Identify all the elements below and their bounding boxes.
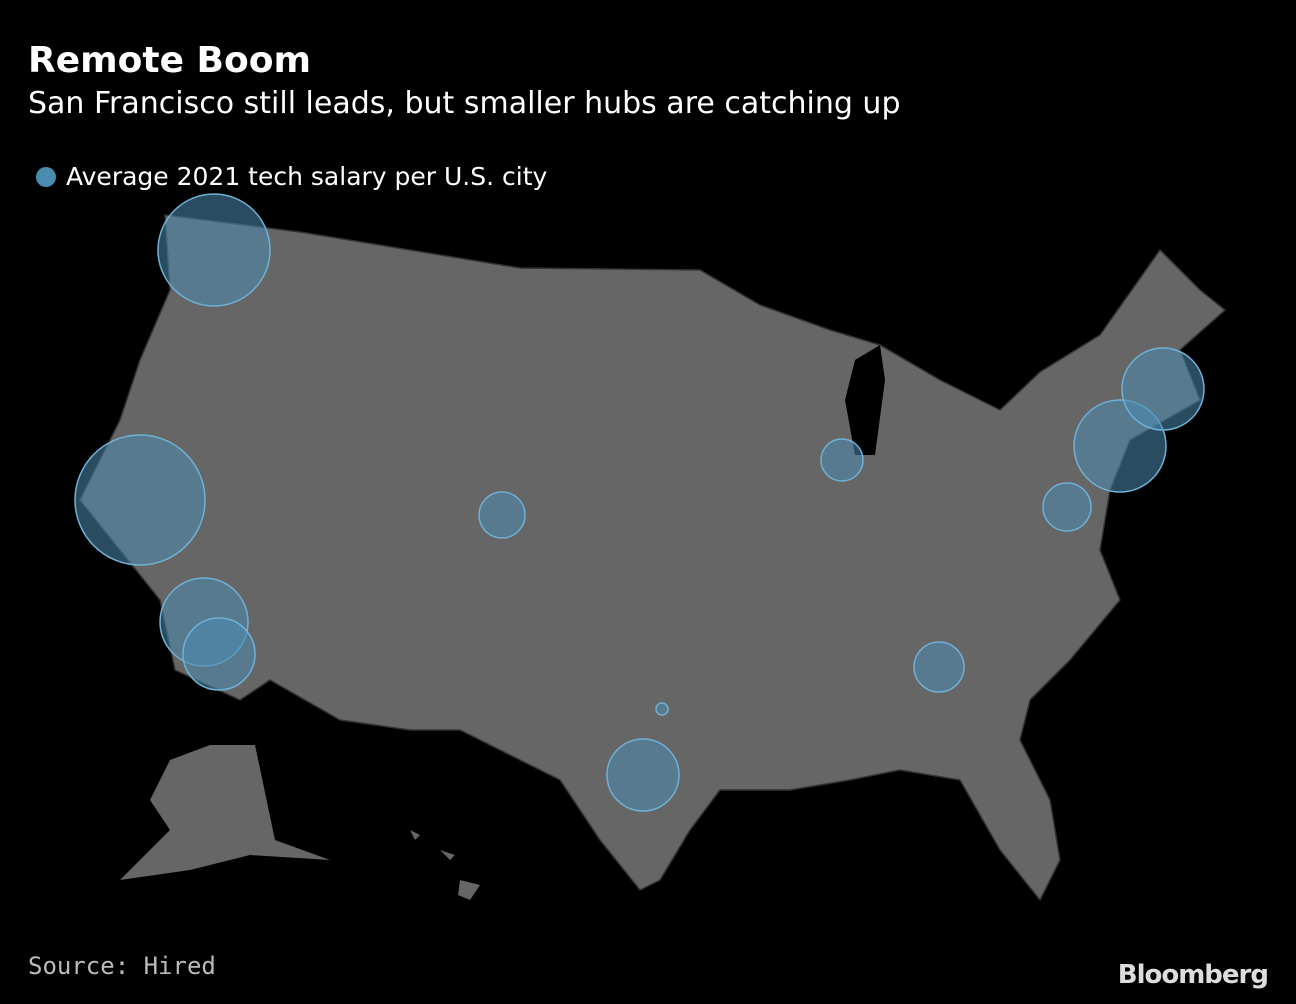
bubble xyxy=(182,617,256,691)
bubble xyxy=(157,193,271,307)
lake-michigan xyxy=(845,345,885,455)
brand: Bloomberg xyxy=(1117,960,1269,990)
contiguous-us xyxy=(79,214,1227,902)
bubble xyxy=(606,738,680,812)
legend: Average 2021 tech salary per U.S. city xyxy=(36,162,547,191)
legend-swatch xyxy=(36,166,56,187)
bubble xyxy=(820,438,864,482)
bubble xyxy=(1121,347,1205,431)
city-bubbles xyxy=(74,193,1205,812)
bubble xyxy=(655,702,669,716)
alaska xyxy=(120,745,330,880)
source: Source: Hired xyxy=(28,952,216,980)
bubble xyxy=(913,641,965,693)
legend-label: Average 2021 tech salary per U.S. city xyxy=(66,162,548,191)
title: Remote Boom xyxy=(28,40,311,81)
hawaii xyxy=(410,830,480,900)
bubble xyxy=(74,434,206,566)
bubble xyxy=(1042,482,1092,532)
bubble xyxy=(478,491,526,539)
subtitle: San Francisco still leads, but smaller h… xyxy=(28,86,901,121)
